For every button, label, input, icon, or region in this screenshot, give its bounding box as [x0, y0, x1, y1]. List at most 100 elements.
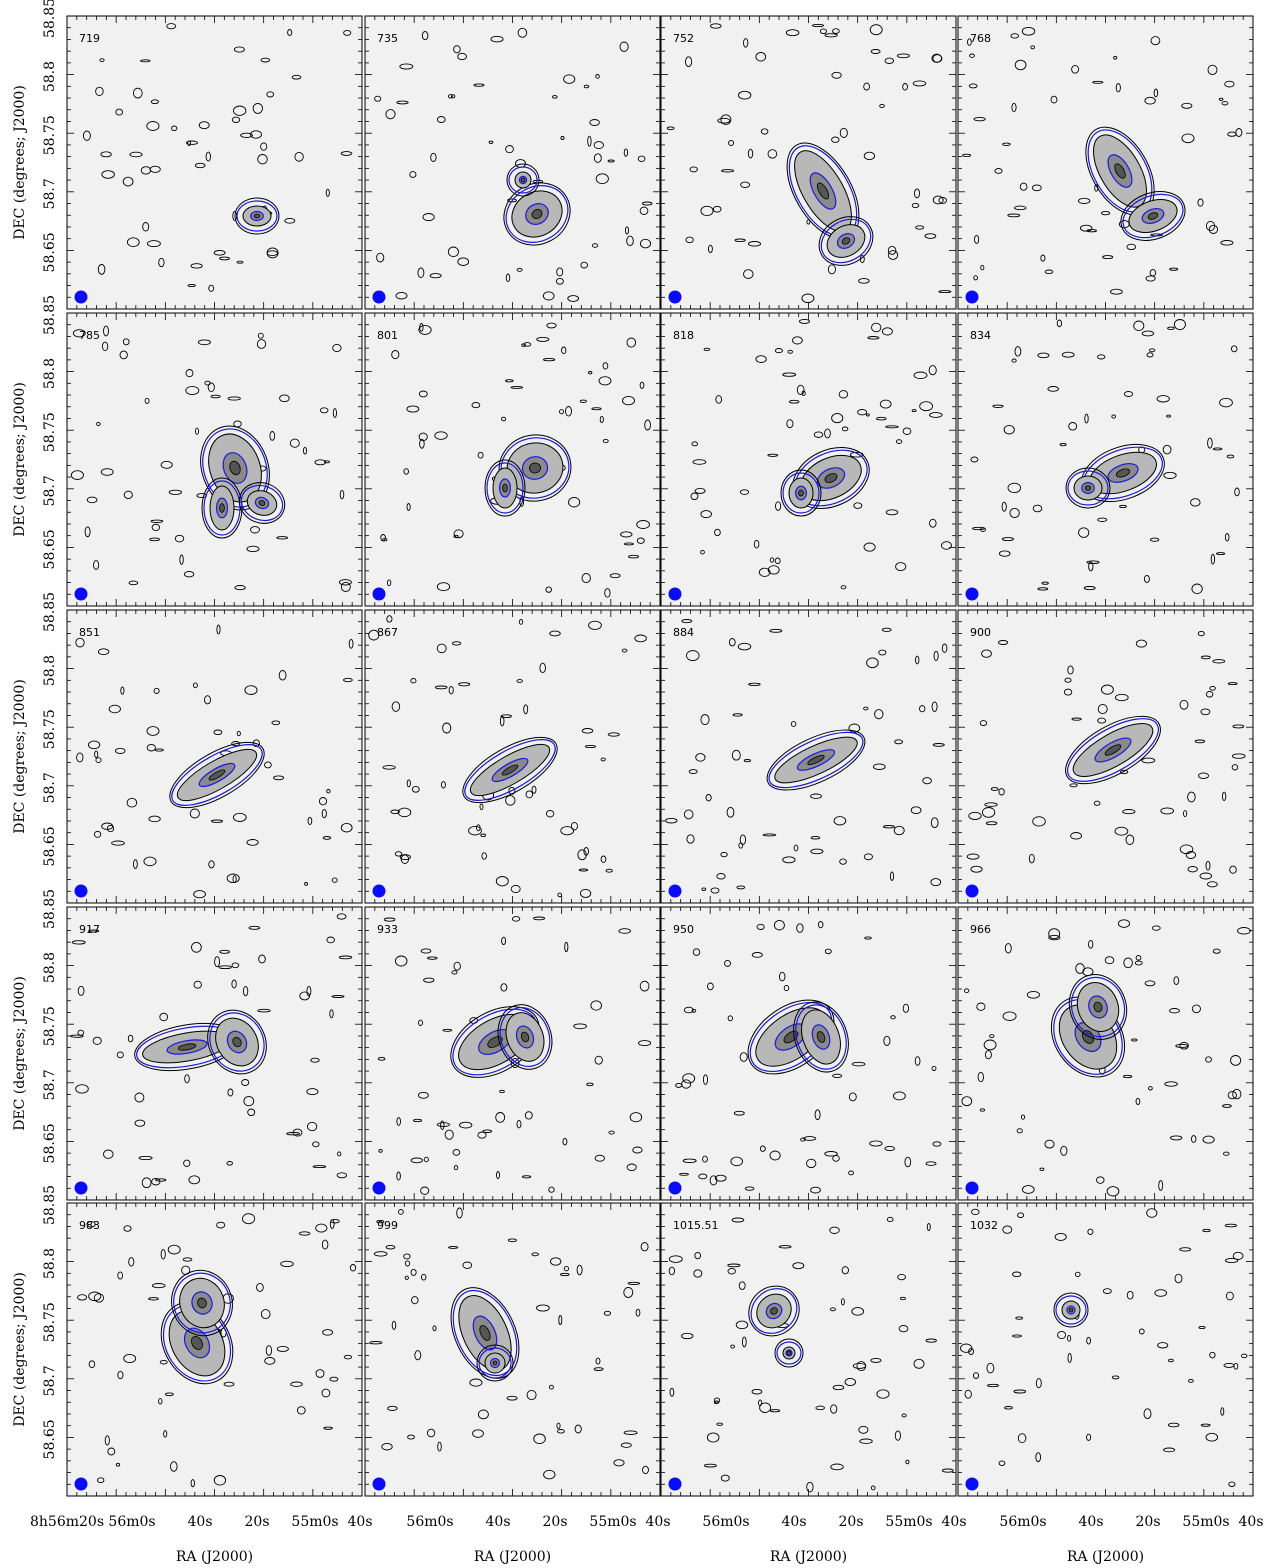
- y-axis-label: DEC (degrees; J2000): [12, 976, 28, 1131]
- noise-contour: [602, 362, 609, 370]
- noise-contour: [759, 1402, 772, 1413]
- noise-contour: [738, 842, 744, 849]
- noise-contour: [524, 1111, 533, 1120]
- noise-contour: [533, 916, 546, 921]
- noise-contour: [1202, 1135, 1215, 1144]
- noise-contour: [589, 119, 600, 126]
- noise-contour: [302, 446, 308, 455]
- noise-contour: [101, 170, 115, 179]
- noise-contour: [639, 206, 649, 215]
- panel-frame: [66, 15, 363, 310]
- noise-contour: [565, 406, 572, 417]
- noise-contour: [998, 550, 1011, 557]
- noise-contour: [702, 1074, 709, 1085]
- noise-contour: [567, 295, 580, 302]
- core-contour: [501, 764, 519, 776]
- noise-contour: [77, 1294, 88, 1301]
- noise-contour: [1199, 872, 1213, 880]
- noise-contour: [728, 638, 736, 647]
- noise-contour: [1222, 1104, 1232, 1108]
- channel-velocity-label: 917: [79, 923, 100, 936]
- channel-velocity-label: 785: [79, 329, 100, 342]
- noise-contour: [548, 1384, 554, 1390]
- noise-contour: [580, 261, 588, 269]
- noise-contour: [562, 1137, 568, 1146]
- noise-contour: [1083, 586, 1096, 591]
- x-tick-label: 55m0s: [291, 1514, 338, 1530]
- noise-contour: [340, 151, 353, 156]
- noise-contour: [75, 1084, 89, 1094]
- noise-contour: [250, 526, 260, 534]
- y-tick-label: 58.8: [42, 655, 58, 686]
- noise-contour: [368, 629, 380, 641]
- y-tick-label: 58.65: [42, 232, 58, 272]
- noise-contour: [798, 318, 811, 324]
- noise-contour: [871, 322, 882, 333]
- noise-contour: [1118, 919, 1130, 928]
- noise-contour: [436, 643, 447, 654]
- noise-contour: [925, 1338, 937, 1343]
- noise-contour: [561, 346, 567, 355]
- noise-contour: [668, 1255, 683, 1263]
- noise-contour: [734, 238, 746, 243]
- noise-contour: [257, 332, 264, 339]
- noise-contour: [1191, 1004, 1201, 1014]
- noise-contour: [1039, 1167, 1045, 1171]
- noise-contour: [183, 1159, 191, 1167]
- noise-contour: [165, 1392, 174, 1397]
- noise-contour: [423, 977, 435, 983]
- noise-contour: [851, 1307, 865, 1316]
- noise-contour: [451, 641, 462, 646]
- noise-contour: [442, 1028, 453, 1032]
- channel-velocity-label: 867: [377, 626, 398, 639]
- noise-contour: [859, 1438, 873, 1444]
- noise-contour: [919, 401, 933, 412]
- noise-contour: [479, 803, 484, 811]
- noise-contour: [70, 470, 84, 480]
- x-tick-label: 8h56m20s: [30, 1514, 104, 1530]
- y-tick-label: 58.85: [42, 1185, 58, 1225]
- noise-contour: [453, 534, 459, 538]
- noise-contour: [213, 1475, 227, 1486]
- noise-contour: [452, 1149, 461, 1156]
- noise-contour: [423, 1156, 429, 1163]
- noise-contour: [87, 929, 100, 933]
- noise-contour: [216, 1221, 226, 1229]
- noise-contour: [773, 919, 785, 931]
- noise-contour: [769, 1409, 781, 1413]
- noise-contour: [755, 355, 767, 363]
- noise-contour: [1002, 1225, 1013, 1234]
- noise-contour: [269, 431, 276, 441]
- noise-contour: [184, 1074, 190, 1084]
- noise-contour: [885, 509, 899, 516]
- noise-contour: [1028, 853, 1035, 864]
- noise-contour: [623, 542, 634, 546]
- noise-contour: [93, 830, 102, 838]
- outer-contour: [201, 477, 243, 539]
- noise-contour: [480, 833, 487, 838]
- noise-contour: [1151, 925, 1161, 931]
- noise-contour: [1163, 1447, 1176, 1453]
- noise-contour: [148, 1297, 159, 1301]
- noise-contour: [1173, 319, 1186, 330]
- noise-contour: [1086, 1433, 1092, 1441]
- noise-contour: [531, 785, 537, 794]
- noise-contour: [516, 1120, 522, 1129]
- noise-contour: [326, 789, 331, 794]
- noise-contour: [386, 579, 392, 587]
- outer-contour: [169, 741, 265, 809]
- noise-contour: [844, 1377, 857, 1387]
- blue-contour: [505, 185, 569, 243]
- noise-contour: [279, 394, 290, 403]
- channel-velocity-label: 900: [970, 626, 991, 639]
- noise-contour: [595, 74, 600, 79]
- noise-contour: [146, 240, 161, 248]
- noise-contour: [378, 1148, 383, 1153]
- noise-contour: [683, 809, 694, 820]
- noise-contour: [545, 586, 552, 593]
- noise-contour: [706, 1432, 720, 1443]
- noise-contour: [531, 1252, 539, 1257]
- noise-contour: [1160, 807, 1175, 815]
- noise-contour: [86, 496, 98, 504]
- noise-contour: [376, 1219, 385, 1224]
